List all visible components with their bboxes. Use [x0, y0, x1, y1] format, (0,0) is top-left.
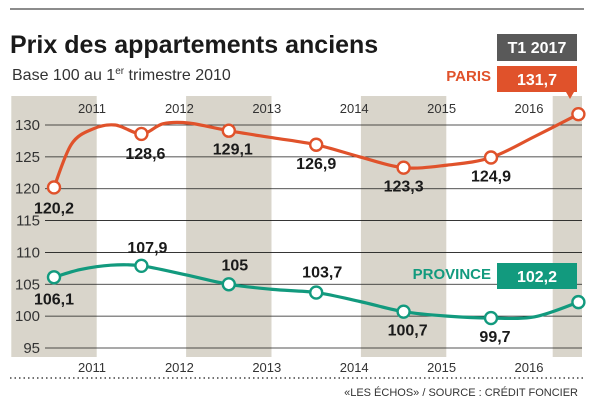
province-point-2011: [46, 270, 62, 285]
y-tick-label: 105: [15, 276, 40, 293]
x-tick-label-top: 2016: [515, 101, 544, 116]
paris-point-2013: [221, 123, 237, 138]
x-tick-label-bottom: 2013: [252, 360, 281, 375]
paris-badge-pointer: [566, 92, 574, 99]
x-tick-label-bottom: 2016: [515, 360, 544, 375]
paris-data-label: 120,2: [34, 200, 74, 217]
x-axis-bottom: 2011 2012 2013 2014 2015 2016: [78, 360, 543, 375]
y-axis: 95 100 105 110 115 120 125 130: [15, 117, 40, 357]
paris-badge: PARIS 131,7: [446, 66, 577, 99]
x-tick-label-bottom: 2012: [165, 360, 194, 375]
paris-data-label: 124,9: [471, 168, 511, 185]
y-tick-label: 130: [15, 117, 40, 134]
province-data-label: 107,9: [127, 240, 167, 257]
province-data-label: 99,7: [479, 329, 510, 346]
paris-point-2015: [396, 160, 411, 175]
x-tick-label-bottom: 2011: [78, 360, 106, 375]
period-badge: T1 2017: [497, 34, 577, 61]
province-series-name: PROVINCE: [413, 266, 491, 283]
paris-point-2012: [134, 126, 149, 142]
series-province: 106,1 107,9 105 103,7 100,7 99,7: [34, 240, 586, 346]
paris-data-label: 128,6: [125, 146, 165, 163]
x-tick-label-top: 2015: [427, 101, 456, 116]
x-tick-label-bottom: 2014: [340, 360, 369, 375]
province-data-label: 100,7: [388, 323, 428, 340]
x-tick-label-top: 2011: [78, 101, 106, 116]
y-tick-label: 125: [15, 149, 40, 166]
province-data-label: 103,7: [302, 265, 342, 282]
province-latest-value: 102,2: [517, 269, 557, 286]
y-tick-label: 100: [15, 308, 40, 325]
province-data-label: 106,1: [34, 291, 74, 308]
paris-line: [52, 112, 580, 189]
paris-data-label: 126,9: [296, 156, 336, 173]
paris-data-label: 123,3: [384, 179, 424, 196]
year-band-2013: [186, 96, 272, 357]
x-tick-label-bottom: 2015: [427, 360, 456, 375]
paris-series-name: PARIS: [446, 68, 491, 85]
y-tick-label: 120: [15, 181, 40, 198]
paris-latest-value: 131,7: [517, 72, 557, 89]
year-band-2017: [552, 96, 582, 357]
y-tick-label: 95: [23, 340, 40, 357]
year-band-2011: [11, 96, 97, 357]
chart-title: Prix des appartements anciens: [10, 31, 378, 59]
province-data-label: 105: [221, 257, 248, 274]
svg-text:T1 2017: T1 2017: [508, 40, 567, 57]
x-tick-label-top: 2012: [165, 101, 194, 116]
paris-point-2011: [46, 180, 62, 195]
province-point-2017: [571, 294, 586, 310]
province-point-2015: [396, 304, 411, 319]
paris-point-2016: [483, 150, 499, 165]
paris-data-label: 129,1: [213, 142, 253, 159]
x-tick-label-top: 2013: [252, 101, 281, 116]
province-point-2012: [134, 258, 149, 274]
chart-subtitle: Base 100 au 1er trimestre 2010: [12, 66, 231, 84]
province-badge: PROVINCE 102,2: [413, 263, 577, 289]
paris-point-2017: [571, 106, 586, 122]
paris-point-2014: [309, 137, 324, 152]
x-tick-label-top: 2014: [340, 101, 369, 116]
province-point-2013: [221, 277, 237, 292]
source-note: «LES ÉCHOS» / SOURCE : CRÉDIT FONCIER: [344, 386, 578, 399]
x-axis-top: 2011 2012 2013 2014 2015 2016: [78, 101, 543, 116]
y-tick-label: 110: [16, 244, 40, 261]
series-paris: 120,2 128,6 129,1 126,9 123,3 124,9: [34, 106, 586, 217]
province-point-2016: [483, 310, 499, 326]
y-tick-label: 115: [16, 213, 40, 230]
province-point-2014: [309, 285, 324, 300]
